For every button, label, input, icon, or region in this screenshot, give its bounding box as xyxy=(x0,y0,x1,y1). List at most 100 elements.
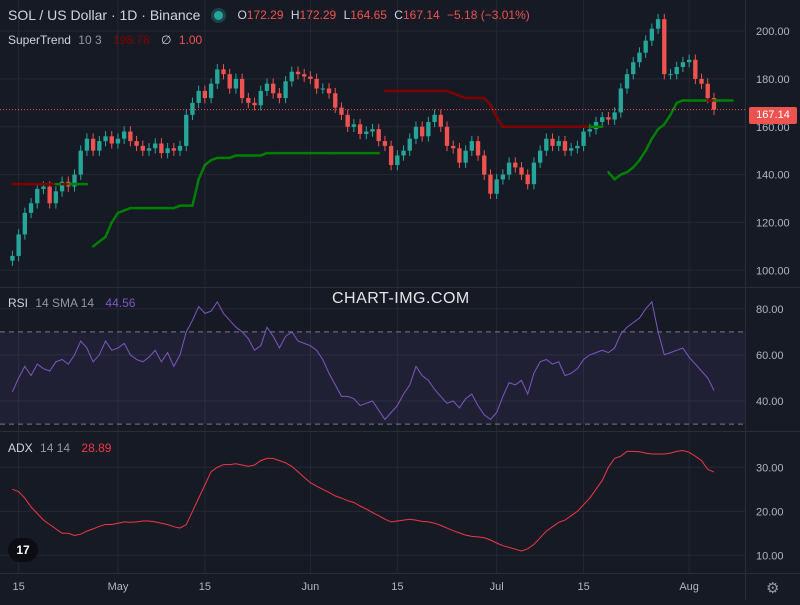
watermark: CHART-IMG.COM xyxy=(332,290,470,307)
supertrend-segment xyxy=(663,113,672,126)
candle-body xyxy=(680,62,686,67)
candle-body xyxy=(531,162,537,185)
candle-body xyxy=(314,78,319,89)
candle-body xyxy=(333,93,338,108)
candle-body xyxy=(494,179,499,194)
adx-name: ADX xyxy=(8,441,33,455)
candle-body xyxy=(184,114,189,146)
candle-body xyxy=(463,150,468,163)
candle-body xyxy=(103,136,108,142)
candle-body xyxy=(16,234,21,256)
x-tick-label: 15 xyxy=(199,581,211,593)
candle-body xyxy=(618,88,624,113)
gear-icon[interactable]: ⚙ xyxy=(766,580,780,597)
y-tick-label: 80.00 xyxy=(756,304,784,316)
candle-body xyxy=(221,69,226,75)
candle-body xyxy=(351,124,357,127)
candle-body xyxy=(78,150,83,175)
supertrend-extra: 1.00 xyxy=(178,33,203,47)
candle-body xyxy=(153,143,158,149)
candle-body xyxy=(469,141,475,151)
candle-body xyxy=(252,102,257,106)
adx-legend[interactable]: ADX 14 14 28.89 xyxy=(8,441,111,455)
candle-body xyxy=(264,83,270,91)
candle-body xyxy=(550,138,555,146)
x-tick-label: 15 xyxy=(13,581,25,593)
candle-body xyxy=(432,114,437,122)
rsi-name: RSI xyxy=(8,296,29,310)
supertrend-legend[interactable]: SuperTrend 10 3 198.78 ∅ 1.00 xyxy=(8,33,202,47)
supertrend-segment xyxy=(625,166,635,174)
candle-body xyxy=(22,212,28,235)
candle-body xyxy=(345,114,350,127)
supertrend-segment xyxy=(495,115,505,129)
supertrend-segment xyxy=(489,103,498,119)
candle-body xyxy=(693,59,698,79)
x-tick-label: 15 xyxy=(391,581,403,593)
candle-body xyxy=(47,186,52,204)
candle-body xyxy=(196,90,201,103)
y-tick-label: 40.00 xyxy=(756,396,784,408)
candle-body xyxy=(41,186,46,189)
candle-body xyxy=(413,126,419,139)
candle-body xyxy=(655,19,661,29)
candle-body xyxy=(202,90,208,99)
candle-body xyxy=(128,131,133,142)
candle-body xyxy=(277,93,282,99)
high-value: 172.29 xyxy=(299,8,337,22)
open-value: 172.29 xyxy=(246,8,284,22)
candle-body xyxy=(562,141,568,151)
candle-body xyxy=(581,131,586,146)
supertrend-value: 198.78 xyxy=(112,33,150,47)
candle-body xyxy=(289,71,294,82)
rsi-legend[interactable]: RSI 14 SMA 14 44.56 xyxy=(8,296,135,310)
candle-body xyxy=(686,59,692,63)
y-tick-label: 100.00 xyxy=(756,265,790,277)
supertrend-name: SuperTrend xyxy=(8,33,71,47)
y-tick-label: 30.00 xyxy=(756,462,784,474)
close-value: 167.14 xyxy=(402,8,440,22)
close-label: C xyxy=(394,8,403,22)
candle-body xyxy=(115,138,121,144)
candle-body xyxy=(283,81,288,99)
tradingview-logo-icon[interactable]: 17 xyxy=(8,538,38,562)
candle-body xyxy=(295,71,301,75)
candle-body xyxy=(370,129,375,132)
candle-body xyxy=(711,98,717,110)
candle-body xyxy=(227,74,232,89)
y-tick-label: 200.00 xyxy=(756,26,790,38)
supertrend-segment xyxy=(656,123,666,131)
candle-body xyxy=(258,90,263,106)
candle-body xyxy=(537,150,543,163)
status-dot-icon xyxy=(214,10,224,20)
supertrend-segment xyxy=(203,158,213,167)
y-tick-label: 140.00 xyxy=(756,170,790,182)
candle-body xyxy=(121,131,127,139)
supertrend-segment xyxy=(483,96,492,107)
candle-body xyxy=(357,124,363,134)
candle-body xyxy=(624,74,630,89)
candle-body xyxy=(59,181,65,192)
high-label: H xyxy=(290,8,300,22)
candle-body xyxy=(233,78,239,89)
candle-body xyxy=(376,129,381,142)
candle-body xyxy=(451,145,456,149)
supertrend-params: 10 3 xyxy=(78,33,102,47)
candle-body xyxy=(556,141,561,146)
candle-body xyxy=(246,98,251,103)
supertrend-segment xyxy=(650,127,660,140)
x-tick-label: 15 xyxy=(577,581,589,593)
candle-body xyxy=(165,148,170,154)
candle-body xyxy=(475,141,481,156)
candle-body xyxy=(444,126,450,146)
y-tick-label: 180.00 xyxy=(756,74,790,86)
supertrend-segment xyxy=(607,170,616,181)
candle-body xyxy=(606,117,611,120)
supertrend-segment xyxy=(613,173,623,181)
candle-body xyxy=(457,148,462,163)
candle-body xyxy=(177,145,183,151)
symbol-title[interactable]: SOL / US Dollar · 1D · Binance xyxy=(8,7,201,23)
supertrend-segment xyxy=(110,211,120,224)
